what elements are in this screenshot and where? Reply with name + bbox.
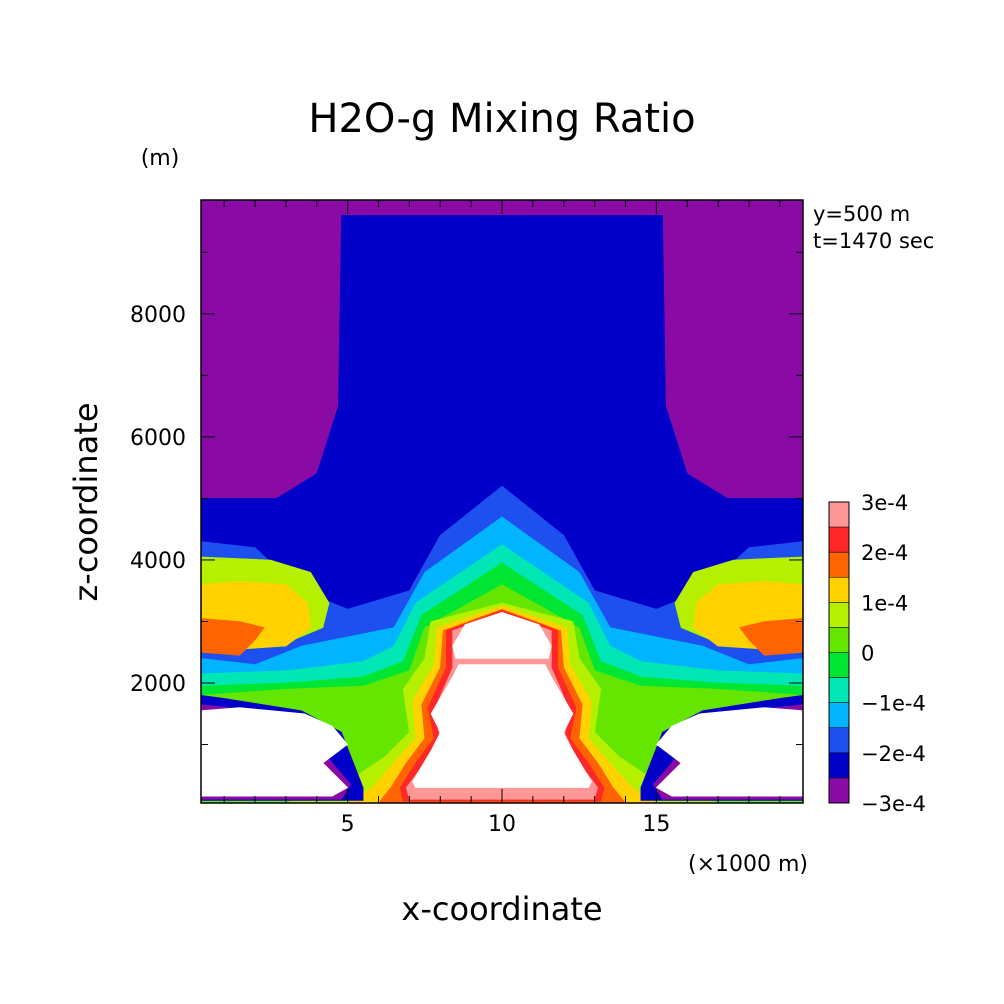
y-tick-label-2000: 2000 — [130, 672, 186, 697]
colorbar: 3e-4 2e-4 1e-4 0 −1e-4 −2e-4 −3e-4 — [828, 491, 926, 816]
colorbar-label-1: 2e-4 — [861, 541, 908, 565]
y-tick-label-6000: 6000 — [130, 426, 186, 451]
colorbar-label-2: 1e-4 — [861, 591, 908, 615]
y-tick-label-4000: 4000 — [130, 549, 186, 574]
colorbar-label-4: −1e-4 — [861, 692, 926, 716]
plot-area: 5 10 15 2000 4000 6000 8000 — [130, 199, 804, 837]
colorbar-label-0: 3e-4 — [861, 491, 908, 515]
blank-region-0 — [201, 707, 349, 797]
colorbar-swatch-10 — [829, 527, 849, 553]
y-tick-label-8000: 8000 — [130, 303, 186, 328]
colorbar-label-5: −2e-4 — [861, 742, 926, 766]
colorbar-label-3: 0 — [861, 642, 874, 666]
blank-region-1 — [655, 707, 803, 797]
x-tick-label-5: 5 — [341, 812, 355, 837]
x-unit-label: (×1000 m) — [688, 852, 808, 877]
colorbar-swatch-7 — [829, 602, 849, 628]
colorbar-swatch-5 — [829, 652, 849, 678]
colorbar-swatch-9 — [829, 552, 849, 578]
contour-band-14 — [201, 618, 265, 656]
colorbar-swatch-6 — [829, 627, 849, 653]
y-unit-label: (m) — [141, 146, 180, 171]
chart-title: H2O-g Mixing Ratio — [308, 96, 695, 142]
blank-region-2 — [412, 664, 592, 788]
colorbar-swatch-1 — [829, 752, 849, 778]
y-axis-label: z-coordinate — [67, 402, 105, 601]
annotation-y-position: y=500 m — [813, 202, 910, 226]
colorbar-swatch-0 — [829, 777, 849, 803]
colorbar-swatch-4 — [829, 677, 849, 703]
contour-band-17 — [739, 618, 803, 656]
blank-region-3 — [452, 611, 552, 659]
x-tick-label-10: 10 — [488, 812, 516, 837]
x-axis-label: x-coordinate — [401, 890, 602, 928]
colorbar-swatch-11 — [829, 502, 849, 528]
colorbar-label-6: −3e-4 — [861, 792, 926, 816]
contour-fills — [201, 200, 803, 803]
colorbar-swatch-8 — [829, 577, 849, 603]
x-tick-label-15: 15 — [642, 812, 670, 837]
colorbar-swatch-3 — [829, 702, 849, 728]
annotation-time: t=1470 sec — [813, 229, 934, 253]
colorbar-swatch-2 — [829, 727, 849, 753]
